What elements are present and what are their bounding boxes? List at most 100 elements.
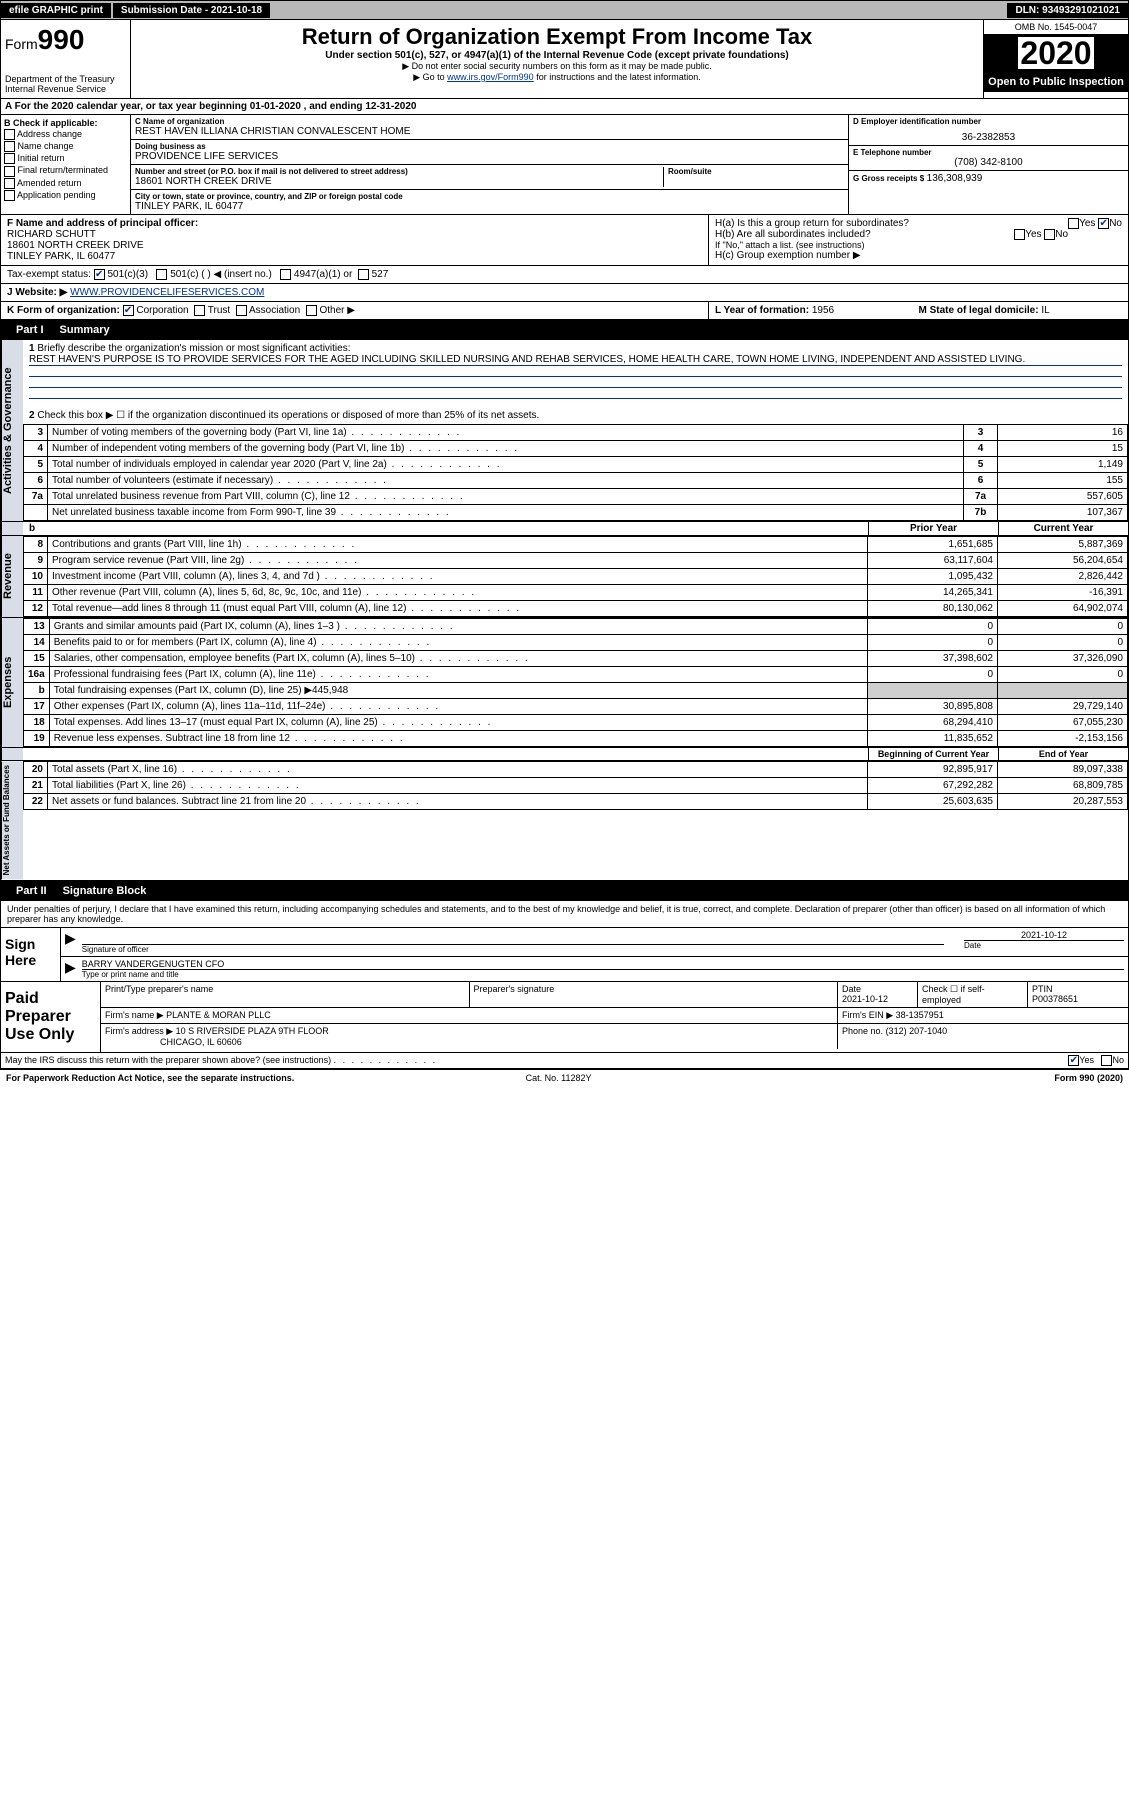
- officer-addr2: TINLEY PARK, IL 60477: [7, 251, 702, 262]
- chk-501c[interactable]: [156, 269, 167, 280]
- ha-no[interactable]: [1098, 218, 1109, 229]
- revenue-table: 8Contributions and grants (Part VIII, li…: [23, 536, 1128, 617]
- expenses-section: Expenses 13Grants and similar amounts pa…: [0, 618, 1129, 748]
- dba-label: Doing business as: [135, 142, 844, 151]
- blank-line-2: [29, 377, 1122, 388]
- table-row: Net unrelated business taxable income fr…: [24, 505, 1128, 521]
- city-value: TINLEY PARK, IL 60477: [135, 201, 844, 212]
- note2-pre: ▶ Go to: [413, 72, 447, 82]
- form-note1: ▶ Do not enter social security numbers o…: [135, 61, 979, 72]
- sig-officer-label: Signature of officer: [82, 944, 944, 954]
- form-word: Form: [5, 36, 38, 52]
- footer-mid: Cat. No. 11282Y: [526, 1073, 592, 1083]
- footer-left: For Paperwork Reduction Act Notice, see …: [6, 1073, 294, 1083]
- h-a-label: H(a) Is this a group return for subordin…: [715, 218, 909, 229]
- firm-addr1: 10 S RIVERSIDE PLAZA 9TH FLOOR: [176, 1026, 329, 1036]
- website-line: J Website: ▶ WWW.PROVIDENCELIFESERVICES.…: [0, 284, 1129, 302]
- chk-trust[interactable]: [194, 305, 205, 316]
- chk-527[interactable]: [358, 269, 369, 280]
- chk-501c3[interactable]: [94, 269, 105, 280]
- dln-label: DLN: 93493291021021: [1007, 3, 1128, 18]
- table-row: 7aTotal unrelated business revenue from …: [24, 489, 1128, 505]
- side-revenue: Revenue: [1, 536, 23, 617]
- table-row: 19Revenue less expenses. Subtract line 1…: [24, 731, 1128, 747]
- org-name: REST HAVEN ILLIANA CHRISTIAN CONVALESCEN…: [135, 126, 844, 137]
- tax-year: 2020: [984, 35, 1128, 72]
- tax-exempt-label: Tax-exempt status:: [7, 269, 91, 280]
- hb-no[interactable]: [1044, 229, 1055, 240]
- line2-label: Check this box ▶ ☐ if the organization d…: [37, 410, 539, 421]
- h-b-label: H(b) Are all subordinates included?: [715, 229, 871, 240]
- hb-yes[interactable]: [1014, 229, 1025, 240]
- department-label: Department of the Treasury Internal Reve…: [5, 74, 126, 94]
- side-activities: Activities & Governance: [1, 340, 23, 521]
- ptin-value: P00378651: [1032, 994, 1078, 1004]
- no-label2: No: [1055, 229, 1068, 240]
- discuss-no-label: No: [1112, 1055, 1124, 1065]
- blank-line-3: [29, 388, 1122, 399]
- opt-other: Other ▶: [319, 305, 354, 316]
- table-row: 20Total assets (Part X, line 16)92,895,9…: [24, 762, 1128, 778]
- chk-4947[interactable]: [280, 269, 291, 280]
- efile-button[interactable]: efile GRAPHIC print: [1, 3, 111, 18]
- side-empty2: [1, 748, 23, 760]
- k-label: K Form of organization:: [7, 305, 120, 316]
- tax-exempt-status: Tax-exempt status: 501(c)(3) 501(c) ( ) …: [0, 266, 1129, 284]
- addr-value: 18601 NORTH CREEK DRIVE: [135, 176, 663, 187]
- table-row: 4Number of independent voting members of…: [24, 441, 1128, 457]
- opt-name-change[interactable]: Name change: [4, 141, 127, 152]
- addr-label: Number and street (or P.O. box if mail i…: [135, 167, 663, 176]
- na-begin-header: Beginning of Current Year: [868, 748, 998, 760]
- footer-right: Form 990 (2020): [1054, 1073, 1123, 1083]
- tax-period: A For the 2020 calendar year, or tax yea…: [0, 99, 1129, 115]
- h-a: H(a) Is this a group return for subordin…: [715, 218, 1122, 229]
- ptin-label: PTIN: [1032, 984, 1053, 994]
- side-net-assets: Net Assets or Fund Balances: [1, 761, 23, 879]
- principal-officer: F Name and address of principal officer:…: [1, 215, 708, 265]
- table-row: 9Program service revenue (Part VIII, lin…: [24, 553, 1128, 569]
- opt-initial-return-label: Initial return: [18, 153, 65, 163]
- check-if-applicable: B Check if applicable: Address change Na…: [1, 115, 131, 214]
- group-return: H(a) Is this a group return for subordin…: [708, 215, 1128, 265]
- m-label: M State of legal domicile:: [919, 305, 1039, 316]
- discuss-yes[interactable]: [1068, 1055, 1079, 1066]
- chk-assoc[interactable]: [236, 305, 247, 316]
- paid-preparer-row: Paid Preparer Use Only Print/Type prepar…: [1, 981, 1128, 1052]
- opt-address-change[interactable]: Address change: [4, 129, 127, 140]
- prep-date: 2021-10-12: [842, 994, 888, 1004]
- opt-final-return-label: Final return/terminated: [18, 165, 109, 175]
- discuss-no[interactable]: [1101, 1055, 1112, 1066]
- chk-corp[interactable]: [123, 305, 134, 316]
- opt-initial-return[interactable]: Initial return: [4, 153, 127, 164]
- opt-trust: Trust: [208, 305, 230, 316]
- preparer-name-label: Print/Type preparer's name: [101, 982, 470, 1007]
- opt-application-pending[interactable]: Application pending: [4, 190, 127, 201]
- form-header: Form990 Department of the Treasury Inter…: [0, 20, 1129, 99]
- sign-here-label: Sign Here: [1, 928, 61, 981]
- self-employed-check[interactable]: Check ☐ if self-employed: [918, 982, 1028, 1007]
- ha-yes[interactable]: [1068, 218, 1079, 229]
- table-row: 17Other expenses (Part IX, column (A), l…: [24, 699, 1128, 715]
- printed-name-label: Type or print name and title: [82, 969, 1124, 979]
- preparer-sig-label: Preparer's signature: [470, 982, 839, 1007]
- form-of-org: K Form of organization: Corporation Trus…: [1, 302, 708, 319]
- room-label: Room/suite: [668, 167, 844, 176]
- declaration-text: Under penalties of perjury, I declare th…: [1, 901, 1128, 927]
- yes-label: Yes: [1079, 218, 1095, 229]
- arrow-icon-2: ▶: [65, 959, 76, 979]
- opt-final-return[interactable]: Final return/terminated: [4, 165, 127, 176]
- klm-row: K Form of organization: Corporation Trus…: [0, 302, 1129, 320]
- irs-link[interactable]: www.irs.gov/Form990: [447, 72, 534, 82]
- entity-block: B Check if applicable: Address change Na…: [0, 115, 1129, 215]
- yes-label2: Yes: [1025, 229, 1041, 240]
- line1-label: Briefly describe the organization's miss…: [37, 343, 350, 354]
- submission-date-button[interactable]: Submission Date - 2021-10-18: [113, 3, 270, 18]
- paid-preparer-label: Paid Preparer Use Only: [1, 982, 101, 1052]
- part1-tab: Part I: [6, 322, 54, 338]
- website-link[interactable]: WWW.PROVIDENCELIFESERVICES.COM: [70, 287, 264, 298]
- chk-other[interactable]: [306, 305, 317, 316]
- opt-amended-return[interactable]: Amended return: [4, 178, 127, 189]
- mission-text: REST HAVEN'S PURPOSE IS TO PROVIDE SERVI…: [29, 354, 1122, 366]
- l-label: L Year of formation:: [715, 305, 809, 316]
- form-number: Form990: [5, 24, 126, 56]
